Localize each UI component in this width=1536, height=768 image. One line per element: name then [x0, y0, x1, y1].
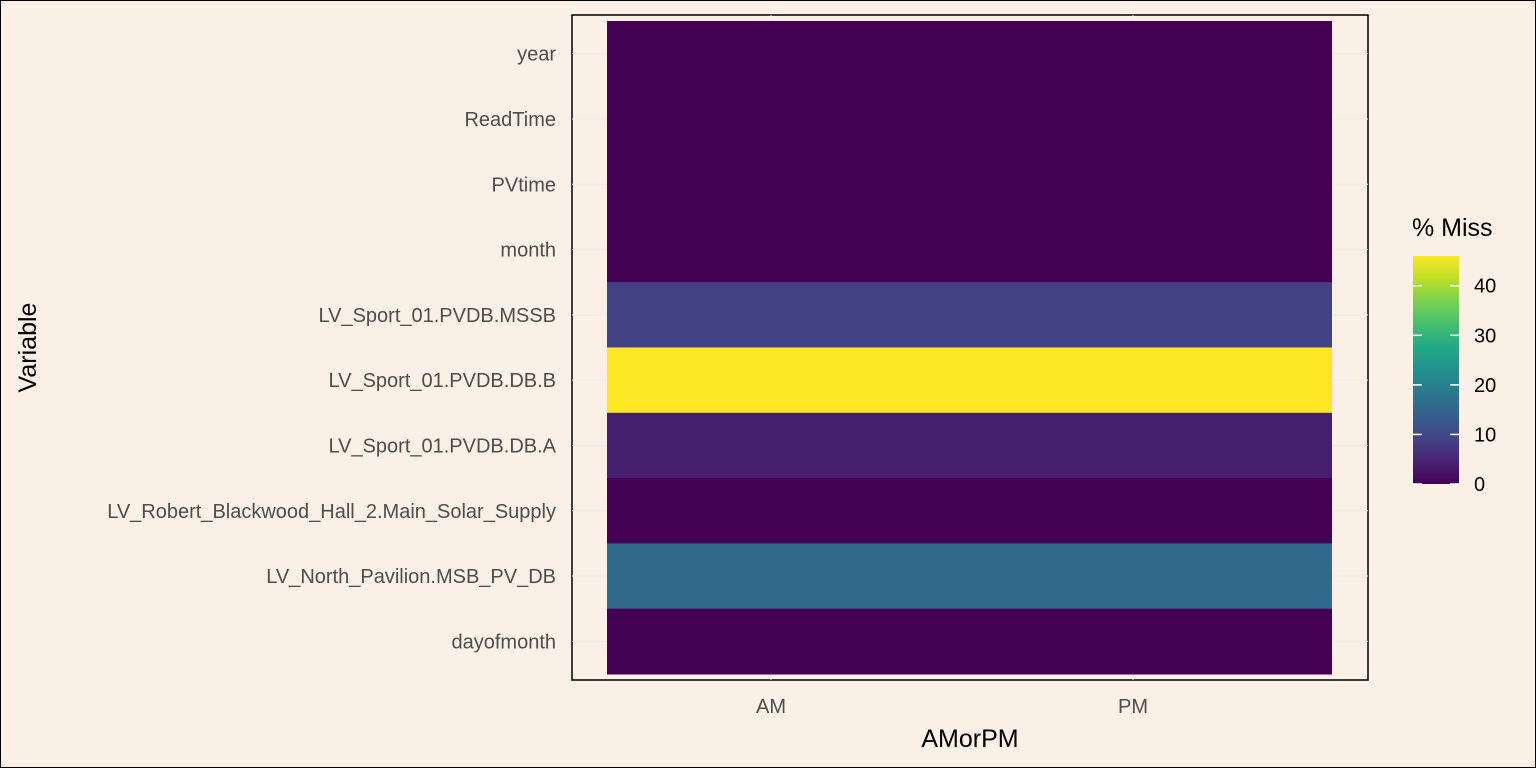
- heatmap-tile: [771, 412, 1332, 479]
- x-axis-ticks: AM PM: [756, 696, 1148, 718]
- heatmap-tile: [607, 86, 771, 153]
- heatmap-tile: [607, 543, 771, 610]
- heatmap-tile: [771, 543, 1332, 610]
- legend-tick-label: 10: [1474, 424, 1496, 446]
- plot-panel: [571, 14, 1369, 681]
- heatmap-tile: [607, 608, 771, 675]
- heatmap-tile: [607, 478, 771, 544]
- y-tick-label: year: [517, 44, 556, 66]
- heatmap-tile: [771, 608, 1332, 675]
- y-axis-ticks: year ReadTime PVtime month LV_Sport_01.PVDB.…: [107, 44, 556, 654]
- heatmap-tile: [607, 412, 771, 479]
- heatmap-tile: [771, 86, 1332, 153]
- y-tick-label: LV_Sport_01.PVDB.DB.A: [328, 435, 556, 457]
- legend-tick-label: 40: [1474, 276, 1496, 298]
- y-tick-label: LV_Sport_01.PVDB.DB.B: [328, 370, 556, 392]
- y-tick-label: dayofmonth: [451, 631, 556, 653]
- y-tick-label: PVtime: [492, 174, 556, 196]
- x-tick-label: PM: [1118, 696, 1148, 718]
- y-tick-label: month: [500, 240, 556, 262]
- heatmap-tile: [607, 21, 771, 87]
- x-axis-title: AMorPM: [921, 725, 1018, 753]
- heatmap-tile: [771, 478, 1332, 544]
- legend-tick-label: 20: [1474, 375, 1496, 397]
- legend: % Miss 0 10 20 30 40: [1412, 214, 1496, 496]
- heatmap-tile: [607, 282, 771, 348]
- y-tick-label: ReadTime: [464, 109, 556, 131]
- heatmap-tile: [771, 151, 1332, 218]
- heatmap-tiles: [607, 21, 1332, 675]
- heatmap-tile: [607, 151, 771, 218]
- legend-colorbar: [1413, 256, 1459, 484]
- y-tick-label: LV_Robert_Blackwood_Hall_2.Main_Solar_Su…: [107, 501, 556, 523]
- heatmap-tile: [771, 216, 1332, 283]
- y-tick-label: LV_North_Pavilion.MSB_PV_DB: [266, 566, 556, 588]
- legend-tick-label: 0: [1474, 474, 1485, 496]
- legend-ticks: 0 10 20 30 40: [1413, 276, 1496, 496]
- heatmap-tile: [607, 216, 771, 283]
- legend-title: % Miss: [1412, 214, 1493, 242]
- y-tick-label: LV_Sport_01.PVDB.MSSB: [318, 305, 556, 327]
- heatmap-tile: [771, 21, 1332, 87]
- panel-border: [571, 14, 1369, 681]
- y-axis-title: Variable: [14, 303, 42, 393]
- heatmap-tile: [607, 347, 771, 414]
- legend-tick-label: 30: [1474, 325, 1496, 347]
- heatmap-tile: [771, 282, 1332, 348]
- heatmap-tile: [771, 347, 1332, 414]
- x-tick-label: AM: [756, 696, 786, 718]
